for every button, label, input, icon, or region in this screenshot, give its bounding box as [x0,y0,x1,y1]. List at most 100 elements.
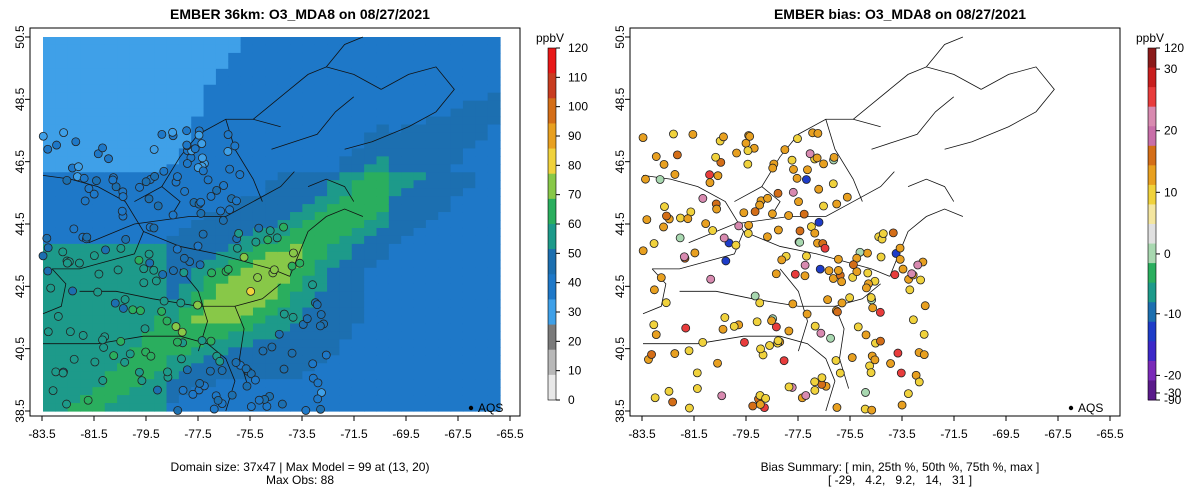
model-grid-cell [364,379,378,388]
model-grid-cell [475,108,489,118]
model-grid-cell [475,212,489,221]
model-grid-cell [154,283,168,293]
model-grid-cell [290,307,303,317]
model-grid-cell [80,220,94,229]
model-grid-cell [475,347,489,356]
model-grid-cell [487,92,501,102]
bias-point [788,187,798,197]
bias-point [895,254,905,264]
model-grid-cell [314,180,328,189]
model-grid-cell [252,291,266,301]
model-grid-cell [166,403,180,412]
model-grid-cell [351,227,365,237]
model-grid-cell [438,108,452,118]
model-grid-cell [302,363,316,372]
model-grid-cell [327,371,341,380]
model-grid-cell [376,172,390,181]
model-grid-cell [376,243,390,253]
model-grid-cell [67,180,81,189]
model-grid-cell [191,44,205,54]
right-border-line [688,171,895,244]
obs-point [313,394,323,404]
model-grid-cell [252,180,266,189]
bias-point [660,202,669,212]
model-grid-cell [314,84,328,94]
model-grid-cell [327,235,341,245]
model-grid-cell [314,331,328,340]
model-grid-cell [462,291,476,301]
model-grid-cell [55,331,69,340]
obs-point [43,243,53,253]
bias-point [788,299,798,309]
legend-swatch [548,123,556,150]
model-grid-cell [215,283,229,293]
model-grid-cell [92,299,106,309]
bias-point [638,246,648,256]
model-grid-cell [203,76,217,86]
model-grid-cell [80,403,94,412]
model-grid-cell [104,116,118,126]
model-grid-cell [129,251,143,261]
model-grid-cell [154,403,168,412]
bias-point [792,173,802,183]
model-grid-cell [55,132,69,142]
model-grid-cell [141,132,155,142]
model-grid-cell [215,227,229,237]
obs-point [141,177,151,187]
model-grid-cell [376,259,390,269]
model-grid-cell [450,92,464,102]
model-grid-cell [178,180,192,189]
model-grid-cell [475,52,489,62]
model-grid-cell [364,283,378,293]
obs-point [136,306,145,316]
bias-point [773,336,783,346]
model-grid-cell [80,347,94,356]
model-grid-cell [277,267,291,277]
model-grid-cell [475,172,489,181]
model-grid-cell [104,84,118,94]
model-grid-cell [215,124,229,134]
obs-point [69,224,79,234]
model-grid-cell [228,363,242,372]
model-grid-cell [376,84,390,94]
aqs-label: AQS [478,401,503,415]
model-grid-cell [43,100,56,110]
obs-point [301,406,311,415]
model-grid-cell [401,180,415,189]
model-grid-cell [240,84,254,94]
obs-point [79,173,89,183]
model-grid-cell [141,395,155,404]
model-grid-cell [475,76,489,86]
obs-point [269,265,279,275]
model-grid-cell [55,363,69,372]
bias-point [863,248,872,258]
model-grid-cell [290,395,303,404]
model-grid-cell [450,259,464,269]
model-grid-cell [55,204,69,213]
model-grid-cell [154,227,168,237]
model-grid-cell [92,227,106,237]
model-grid-cell [80,180,94,189]
obs-point [312,300,322,310]
model-grid-cell [388,331,402,340]
legend-tick-label: 80 [568,158,582,172]
model-grid-cell [92,204,106,213]
model-grid-cell [327,243,341,253]
model-grid-cell [388,275,402,285]
model-grid-cell [277,37,291,46]
model-grid-cell [67,108,81,118]
model-grid-cell [154,116,168,126]
model-grid-cell [438,60,452,70]
model-grid-cell [413,235,427,245]
model-grid-cell [438,188,452,197]
model-grid-cell [290,243,303,253]
model-grid-cell [203,156,217,165]
model-grid-cell [475,100,489,110]
model-grid-cell [462,315,476,325]
model-grid-cell [252,403,266,412]
model-grid-cell [80,164,94,173]
model-grid-cell [67,196,81,205]
model-grid-cell [475,363,489,372]
model-grid-cell [92,220,106,229]
model-grid-cell [141,315,155,325]
